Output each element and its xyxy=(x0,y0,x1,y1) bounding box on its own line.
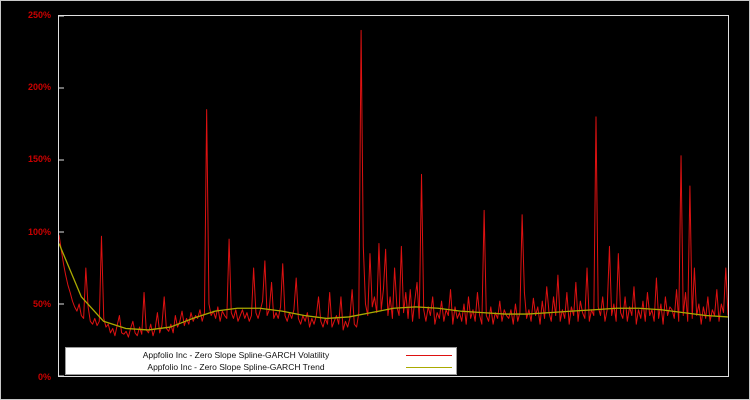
trend-line-swatch-icon xyxy=(406,366,452,368)
y-tick-label: 100% xyxy=(27,226,51,237)
chart-canvas xyxy=(59,16,728,376)
legend-label-volatility: Appfolio Inc - Zero Slope Spline-GARCH V… xyxy=(142,350,330,360)
plot-area xyxy=(58,15,729,377)
y-tick-label: 50% xyxy=(32,299,51,310)
legend-label-trend: Appfolio Inc - Zero Slope Spline-GARCH T… xyxy=(147,362,325,372)
y-tick-label: 150% xyxy=(27,154,51,165)
legend-row-trend: Appfolio Inc - Zero Slope Spline-GARCH T… xyxy=(70,361,452,373)
volatility-line-swatch-icon xyxy=(406,354,452,356)
legend-row-volatility: Appfolio Inc - Zero Slope Spline-GARCH V… xyxy=(70,349,452,361)
y-tick-label: 250% xyxy=(27,9,51,20)
volatility-line xyxy=(59,30,728,337)
y-tick-label: 200% xyxy=(27,81,51,92)
y-tick-label: 0% xyxy=(37,371,51,382)
legend: Appfolio Inc - Zero Slope Spline-GARCH V… xyxy=(65,347,457,375)
trend-line xyxy=(59,244,728,330)
